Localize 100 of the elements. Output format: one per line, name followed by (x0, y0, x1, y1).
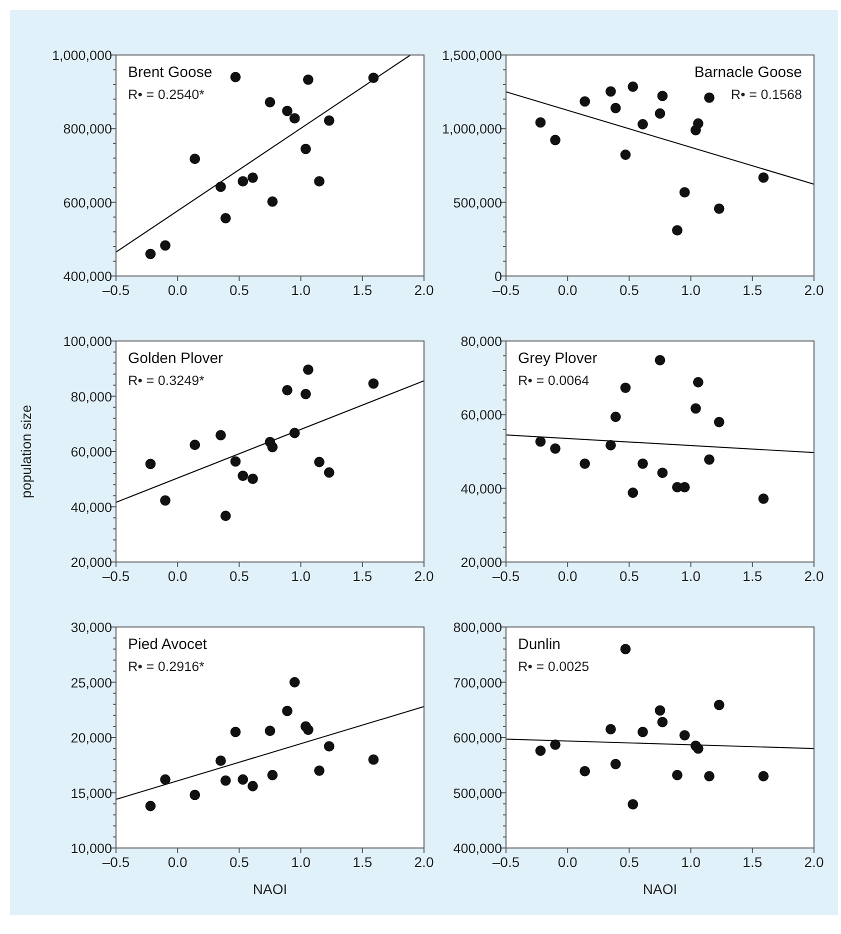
series-label: Grey Plover (518, 350, 598, 367)
annotation: R• = 0.0025 (518, 659, 590, 674)
y-tick-label: 1,000,000 (52, 48, 112, 63)
y-tick-label: 400,000 (453, 841, 502, 856)
point (248, 474, 258, 484)
x-axis-title: NAOI (252, 881, 288, 897)
point (145, 248, 156, 260)
x-tick-label: 1.5 (352, 854, 372, 870)
point (704, 770, 714, 782)
y-tick-label: 500,000 (453, 195, 502, 210)
point (282, 706, 292, 716)
point (230, 72, 241, 82)
x-tick-label: 2.0 (804, 568, 824, 584)
point (758, 172, 769, 183)
y-tick-label: 1,000,000 (442, 122, 502, 137)
point (692, 377, 704, 388)
point (679, 730, 690, 740)
point (628, 488, 638, 498)
point (314, 176, 324, 187)
x-tick-label: 1.0 (681, 854, 701, 870)
series-label: Brent Goose (128, 64, 212, 81)
y-tick-label: 700,000 (453, 675, 502, 690)
point (314, 456, 324, 468)
x-tick-label: –0.5 (492, 568, 520, 584)
point (638, 726, 648, 738)
y-tick-label: 500,000 (453, 786, 502, 801)
point (230, 456, 241, 467)
point (220, 510, 231, 522)
point (638, 458, 648, 469)
x-tick-label: –0.5 (492, 854, 520, 870)
y-tick-label: 20,000 (70, 555, 112, 570)
point (302, 74, 314, 85)
x-tick-label: –0.5 (102, 854, 130, 870)
point (628, 799, 638, 810)
point (628, 81, 638, 92)
x-tick-label: 0.5 (619, 568, 640, 584)
point (654, 705, 666, 716)
y-tick-label: 600,000 (453, 730, 502, 746)
point (714, 203, 724, 214)
text: Dunlin (518, 636, 561, 653)
x-tick-label: –0.5 (102, 282, 130, 298)
y-tick-label: 800,000 (453, 620, 502, 635)
point (248, 780, 258, 792)
y-tick-label: 10,000 (70, 841, 112, 856)
x-tick-label: 1.5 (352, 568, 372, 584)
point (267, 770, 278, 780)
point (160, 774, 170, 785)
point (267, 196, 278, 207)
point (190, 790, 200, 800)
point (238, 470, 248, 482)
annotation: R• = 0.3249* (128, 373, 206, 388)
point (267, 442, 278, 452)
point (610, 102, 621, 114)
point (690, 403, 701, 414)
y-tick-label: 1,500,000 (442, 48, 502, 63)
point (220, 775, 231, 786)
point (300, 388, 311, 400)
point (692, 118, 704, 129)
y-tick-label: 25,000 (70, 675, 112, 690)
point (282, 106, 292, 116)
y-tick-label: 40,000 (70, 500, 112, 515)
annotation: R• = 0.2916* (128, 659, 206, 674)
x-tick-label: 1.5 (352, 282, 372, 298)
point (714, 700, 724, 710)
point (324, 467, 334, 478)
point (238, 774, 248, 785)
point (620, 644, 631, 654)
x-tick-label: 0.5 (229, 568, 250, 584)
x-tick-label: 0.0 (168, 282, 188, 298)
x-tick-label: 0.0 (168, 568, 188, 584)
point (758, 493, 769, 504)
point (657, 468, 668, 478)
annotation: R• = 0.2540* (128, 87, 206, 102)
point (248, 172, 258, 183)
x-tick-label: 1.0 (291, 282, 311, 298)
point (282, 384, 292, 396)
x-tick-label: 2.0 (414, 282, 434, 298)
point (300, 144, 311, 154)
y-tick-label: 20,000 (70, 730, 112, 746)
point (190, 440, 200, 450)
point (216, 182, 226, 192)
x-tick-label: 1.5 (742, 854, 762, 870)
point (638, 119, 648, 130)
point (550, 739, 560, 750)
x-tick-label: 0.5 (229, 854, 250, 870)
point (535, 436, 546, 447)
point (550, 443, 560, 454)
point (190, 154, 200, 164)
point (672, 770, 682, 780)
y-tick-label: 80,000 (460, 334, 502, 349)
point (324, 741, 334, 752)
x-tick-label: 1.0 (291, 854, 311, 870)
point (657, 716, 668, 728)
x-tick-label: 0.0 (558, 568, 578, 584)
point (672, 225, 682, 236)
point (535, 746, 546, 756)
point (657, 90, 668, 102)
y-axis-title: population size (18, 404, 34, 498)
x-tick-label: 1.0 (681, 568, 701, 584)
x-tick-label: 1.0 (681, 282, 701, 298)
